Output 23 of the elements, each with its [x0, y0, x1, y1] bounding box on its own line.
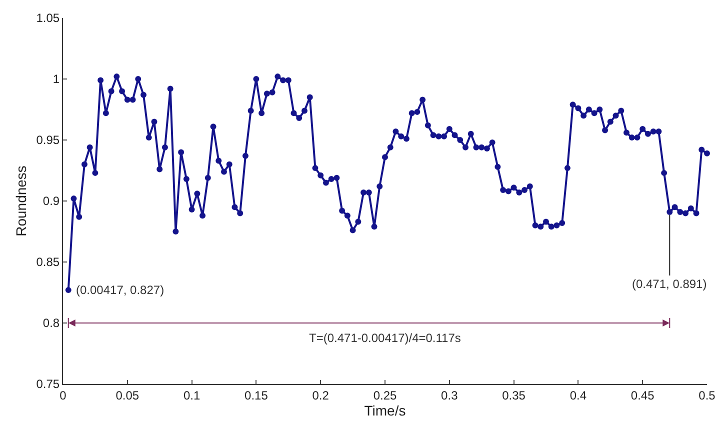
y-tick-label: 1 [52, 72, 60, 86]
y-tick-label: 0.75 [36, 377, 60, 392]
annotation: (0.471, 0.891) [632, 277, 707, 291]
y-tick-label: 0.95 [36, 133, 60, 148]
x-tick-label: 0.3 [441, 388, 458, 402]
y-tick-label: 1.05 [36, 11, 60, 26]
annotation: T=(0.471-0.00417)/4=0.117s [309, 331, 461, 345]
y-tick-label: 0.9 [42, 194, 60, 208]
x-tick-label: 0.4 [570, 388, 587, 402]
x-tick-label: 0 [60, 388, 67, 402]
x-tick-label: 0.05 [116, 388, 140, 402]
y-tick-label: 0.8 [42, 316, 60, 330]
x-tick-label: 0.1 [183, 388, 200, 402]
y-tick-label: 0.85 [36, 255, 60, 270]
annotation: (0.00417, 0.827) [76, 283, 164, 297]
x-tick-label: 0.15 [244, 388, 268, 402]
x-tick-label: 0.5 [698, 388, 716, 402]
x-tick-label: 0.45 [630, 388, 655, 402]
y-axis-title: Roundness [12, 166, 29, 236]
x-tick-label: 0.25 [373, 388, 397, 402]
x-tick-label: 0.35 [502, 388, 526, 402]
x-tick-label: 0.2 [312, 388, 330, 402]
x-axis-title: Time/s [364, 402, 406, 419]
